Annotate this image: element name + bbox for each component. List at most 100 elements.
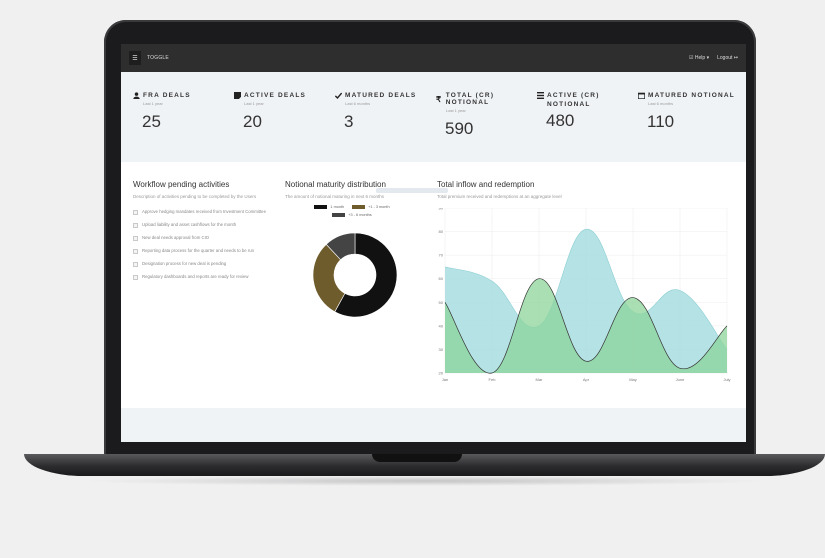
y-tick-label: 60 (439, 276, 444, 281)
y-tick-label: 90 (439, 208, 444, 211)
workflow-title: Workflow pending activities (133, 180, 230, 189)
task-item[interactable]: Designation process for new deal is pend… (133, 261, 273, 267)
legend-swatch (332, 213, 346, 217)
task-item[interactable]: New deal needs approval from CIO (133, 235, 273, 241)
chevron-down-icon: ▾ (706, 55, 710, 61)
hamburger-icon: ☰ (132, 55, 138, 62)
laptop-screen: ☰ TOGGLE ☑ Help ▾ Logout ↦ FRA DEALS Las… (121, 44, 746, 442)
stat-value: 590 (445, 119, 474, 138)
series-line-1[interactable] (444, 228, 728, 350)
stat-fra-deals: FRA DEALS Last 1 year 25 (133, 92, 234, 162)
stat-subtitle: Last 1 year (244, 101, 264, 106)
donut-slice-3[interactable] (325, 232, 356, 261)
check-icon (335, 92, 342, 99)
stat-subtitle: Last 1 year (143, 101, 163, 106)
rupee-icon: ₹ (436, 94, 442, 104)
y-tick-label: 30 (439, 347, 444, 352)
top-navbar: ☰ TOGGLE ☑ Help ▾ Logout ↦ (121, 44, 746, 72)
x-tick-label: Jan (442, 377, 448, 382)
task-label: Reporting data process for the quarter a… (142, 248, 255, 253)
y-tick-label: 80 (439, 229, 444, 234)
stat-value: 25 (142, 112, 161, 131)
task-label: Regulatory dashboards and reports are re… (142, 274, 249, 279)
note-icon (234, 92, 241, 99)
task-checkbox[interactable] (133, 235, 138, 241)
series-area-1 (445, 229, 727, 373)
task-item[interactable]: Upload liability and asset cashflows for… (133, 222, 273, 228)
stat-title: ACTIVE DEALS (244, 92, 307, 99)
task-checkbox[interactable] (133, 274, 138, 280)
y-tick-label: 50 (439, 300, 444, 305)
logout-link[interactable]: Logout ↦ (717, 55, 738, 61)
stat-total-notional: ₹ TOTAL (CR) NOTIONAL Last 1 year 590 (436, 92, 537, 162)
workflow-description: Description of activities pending to be … (133, 194, 257, 199)
maturity-panel: Notional maturity distribution The amoun… (285, 180, 415, 332)
legend-label: +3 - 6 months (348, 213, 372, 217)
legend-swatch (352, 205, 366, 209)
stat-title-line2: NOTIONAL (547, 101, 591, 108)
task-label: Designation process for new deal is pend… (142, 261, 227, 266)
stats-band: FRA DEALS Last 1 year 25 ACTIVE DEALS La… (121, 72, 746, 193)
x-tick-label: Feb (489, 377, 497, 382)
calendar-icon (638, 92, 645, 99)
task-label: New deal needs approval from CIO (142, 235, 210, 240)
legend-label: +1 - 3 month (368, 205, 390, 209)
help-menu[interactable]: ☑ Help ▾ (689, 55, 709, 61)
stat-title: FRA DEALS (143, 92, 191, 99)
stat-title: MATURED NOTIONAL (648, 92, 735, 99)
laptop-notch (372, 454, 462, 462)
footer-band (121, 408, 746, 442)
stat-title: MATURED DEALS (345, 92, 417, 99)
y-tick-label: 40 (439, 323, 444, 328)
maturity-description: The amount of notional maturing in next … (285, 194, 385, 199)
logout-icon: ↦ (733, 55, 738, 61)
stat-value: 3 (344, 112, 354, 131)
maturity-legend: 1 month +1 - 3 month +3 - 6 months (297, 205, 407, 217)
stat-active-deals: ACTIVE DEALS Last 1 year 20 (234, 92, 335, 162)
stat-active-notional: ACTIVE (CR) NOTIONAL 480 (537, 92, 638, 162)
task-checkbox[interactable] (133, 261, 138, 267)
y-tick-label: 70 (439, 253, 444, 258)
help-label: Help (694, 55, 706, 61)
list-icon (537, 92, 544, 99)
task-checkbox[interactable] (133, 209, 138, 215)
stat-subtitle: Last 6 months (648, 101, 674, 106)
scroll-indicator (376, 188, 448, 193)
x-tick-label: July (723, 377, 730, 382)
dashboard-content: Workflow pending activities Description … (121, 162, 746, 410)
menu-toggle-button[interactable]: ☰ (129, 51, 141, 65)
task-checkbox[interactable] (133, 222, 138, 228)
task-checkbox[interactable] (133, 248, 138, 254)
inflow-description: Total premium received and redemptions a… (437, 194, 562, 199)
task-list: Approve hedging mandates received from I… (133, 209, 273, 280)
user-icon (133, 92, 140, 99)
x-tick-label: Mar (536, 377, 544, 382)
task-label: Upload liability and asset cashflows for… (142, 222, 237, 227)
donut-slice-1[interactable] (334, 232, 398, 318)
stat-title: ACTIVE (CR) (547, 92, 600, 99)
stat-title: TOTAL (CR) NOTIONAL (445, 92, 495, 106)
workflow-panel: Workflow pending activities Description … (133, 180, 273, 280)
inflow-panel: Total inflow and redemption Total premiu… (437, 180, 737, 382)
toggle-label[interactable]: TOGGLE (147, 55, 169, 61)
maturity-title: Notional maturity distribution (285, 180, 386, 189)
stat-value: 110 (647, 112, 675, 131)
stat-subtitle: Last 1 year (446, 108, 466, 113)
stat-matured-notional: MATURED NOTIONAL Last 6 months 110 (638, 92, 739, 162)
legend-item[interactable]: +3 - 6 months (332, 213, 372, 217)
stat-value: 480 (546, 111, 575, 130)
legend-item[interactable]: +1 - 3 month (352, 205, 390, 209)
legend-swatch (314, 205, 328, 209)
legend-label: 1 month (330, 205, 345, 209)
y-tick-label: 20 (439, 371, 444, 376)
legend-item[interactable]: 1 month (314, 205, 344, 209)
stat-subtitle: Last 6 months (345, 101, 371, 106)
stat-matured-deals: MATURED DEALS Last 6 months 3 (335, 92, 436, 162)
logout-label: Logout (717, 55, 733, 61)
task-item[interactable]: Approve hedging mandates received from I… (133, 209, 273, 215)
maturity-donut-chart (312, 232, 398, 318)
stat-value: 20 (243, 112, 262, 131)
task-item[interactable]: Regulatory dashboards and reports are re… (133, 274, 273, 280)
x-tick-label: June (676, 377, 685, 382)
task-item[interactable]: Reporting data process for the quarter a… (133, 248, 273, 254)
